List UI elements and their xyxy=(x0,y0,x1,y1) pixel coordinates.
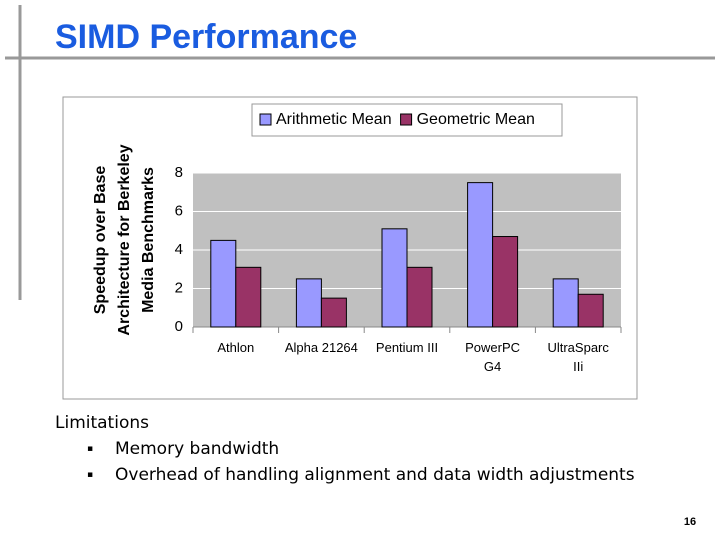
bar xyxy=(210,239,237,328)
legend-label: Arithmetic Mean xyxy=(276,111,392,128)
bar xyxy=(552,278,579,328)
y-tick-label: 0 xyxy=(175,318,183,335)
x-tick-label: PowerPC G4 xyxy=(465,340,521,374)
bar xyxy=(467,182,494,328)
y-axis-label: Architecture for Berkeley xyxy=(116,144,133,335)
slide-title: SIMD Performance xyxy=(55,18,357,56)
page-number: 16 xyxy=(684,516,696,528)
list-items: Memory bandwidth Overhead of handling al… xyxy=(55,436,635,488)
y-tick-label: 8 xyxy=(175,164,183,181)
bar xyxy=(381,228,408,328)
bar xyxy=(235,266,262,328)
bar xyxy=(492,236,519,328)
list-heading: Limitations xyxy=(55,413,149,433)
list-item: Memory bandwidth xyxy=(55,436,635,462)
x-tick-label: Alpha 21264 xyxy=(284,340,358,355)
x-tick-label: UltraSparc IIi xyxy=(547,340,609,374)
bar xyxy=(295,278,322,328)
bar xyxy=(406,266,433,328)
y-tick-label: 2 xyxy=(175,279,183,296)
y-tick-label: 6 xyxy=(175,202,183,219)
x-tick-label: Pentium III xyxy=(375,340,439,355)
y-axis-label: Speedup over Base xyxy=(92,166,109,315)
legend-swatch xyxy=(400,113,413,126)
y-tick-label: 4 xyxy=(175,241,183,258)
y-axis-label: Media Benchmarks xyxy=(140,167,157,313)
legend-swatch xyxy=(259,113,272,126)
list: Limitations Memory bandwidth Overhead of… xyxy=(55,410,635,488)
bar xyxy=(577,293,604,328)
list-item: Overhead of handling alignment and data … xyxy=(55,462,635,488)
bar xyxy=(320,297,347,328)
x-tick-label: Athlon xyxy=(217,340,255,355)
legend-label: Geometric Mean xyxy=(417,111,535,128)
